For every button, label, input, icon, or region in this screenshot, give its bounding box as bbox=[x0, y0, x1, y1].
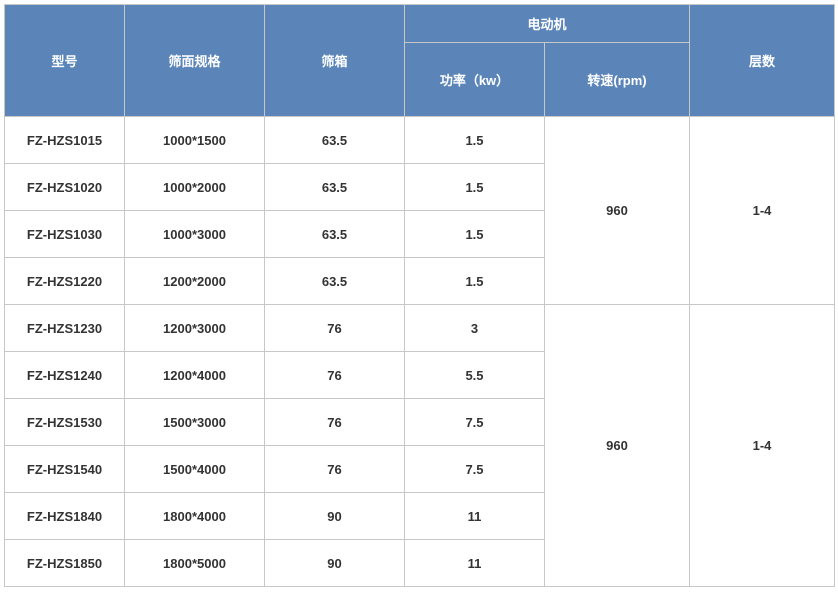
cell-box: 76 bbox=[265, 446, 405, 493]
col-model: 型号 bbox=[5, 5, 125, 117]
table-row: FZ-HZS1015 1000*1500 63.5 1.5 960 1-4 bbox=[5, 117, 835, 164]
cell-box: 63.5 bbox=[265, 211, 405, 258]
cell-spec: 1800*4000 bbox=[125, 493, 265, 540]
cell-box: 63.5 bbox=[265, 117, 405, 164]
cell-power: 1.5 bbox=[405, 211, 545, 258]
cell-spec: 1000*1500 bbox=[125, 117, 265, 164]
cell-model: FZ-HZS1015 bbox=[5, 117, 125, 164]
cell-spec: 1200*4000 bbox=[125, 352, 265, 399]
cell-model: FZ-HZS1240 bbox=[5, 352, 125, 399]
cell-power: 5.5 bbox=[405, 352, 545, 399]
cell-spec: 1800*5000 bbox=[125, 540, 265, 587]
cell-power: 7.5 bbox=[405, 446, 545, 493]
cell-box: 76 bbox=[265, 305, 405, 352]
cell-box: 63.5 bbox=[265, 258, 405, 305]
col-power: 功率（kw） bbox=[405, 43, 545, 117]
cell-speed: 960 bbox=[545, 305, 690, 587]
cell-spec: 1000*2000 bbox=[125, 164, 265, 211]
table-body: FZ-HZS1015 1000*1500 63.5 1.5 960 1-4 FZ… bbox=[5, 117, 835, 587]
cell-model: FZ-HZS1840 bbox=[5, 493, 125, 540]
cell-box: 63.5 bbox=[265, 164, 405, 211]
cell-power: 11 bbox=[405, 493, 545, 540]
cell-power: 11 bbox=[405, 540, 545, 587]
cell-power: 3 bbox=[405, 305, 545, 352]
col-screen-spec: 筛面规格 bbox=[125, 5, 265, 117]
cell-model: FZ-HZS1020 bbox=[5, 164, 125, 211]
table-header: 型号 筛面规格 筛箱 电动机 层数 功率（kw） 转速(rpm) bbox=[5, 5, 835, 117]
cell-box: 90 bbox=[265, 493, 405, 540]
cell-model: FZ-HZS1530 bbox=[5, 399, 125, 446]
cell-spec: 1500*4000 bbox=[125, 446, 265, 493]
cell-power: 1.5 bbox=[405, 258, 545, 305]
cell-model: FZ-HZS1540 bbox=[5, 446, 125, 493]
cell-spec: 1000*3000 bbox=[125, 211, 265, 258]
cell-speed: 960 bbox=[545, 117, 690, 305]
cell-layers: 1-4 bbox=[690, 117, 835, 305]
cell-box: 90 bbox=[265, 540, 405, 587]
cell-layers: 1-4 bbox=[690, 305, 835, 587]
cell-power: 1.5 bbox=[405, 117, 545, 164]
cell-spec: 1200*3000 bbox=[125, 305, 265, 352]
cell-power: 7.5 bbox=[405, 399, 545, 446]
cell-box: 76 bbox=[265, 352, 405, 399]
table-row: FZ-HZS1230 1200*3000 76 3 960 1-4 bbox=[5, 305, 835, 352]
col-speed: 转速(rpm) bbox=[545, 43, 690, 117]
col-motor-group: 电动机 bbox=[405, 5, 690, 43]
cell-box: 76 bbox=[265, 399, 405, 446]
spec-table: 型号 筛面规格 筛箱 电动机 层数 功率（kw） 转速(rpm) FZ-HZS1… bbox=[4, 4, 835, 587]
cell-power: 1.5 bbox=[405, 164, 545, 211]
col-layers: 层数 bbox=[690, 5, 835, 117]
cell-model: FZ-HZS1850 bbox=[5, 540, 125, 587]
col-screen-box: 筛箱 bbox=[265, 5, 405, 117]
cell-spec: 1500*3000 bbox=[125, 399, 265, 446]
cell-model: FZ-HZS1230 bbox=[5, 305, 125, 352]
cell-spec: 1200*2000 bbox=[125, 258, 265, 305]
cell-model: FZ-HZS1030 bbox=[5, 211, 125, 258]
cell-model: FZ-HZS1220 bbox=[5, 258, 125, 305]
